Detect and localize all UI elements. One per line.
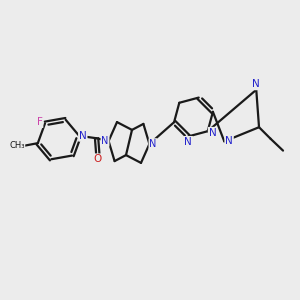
Text: CH₃: CH₃ — [9, 141, 25, 150]
Text: N: N — [101, 136, 109, 146]
Text: O: O — [94, 154, 102, 164]
Text: F: F — [37, 117, 43, 127]
Text: N: N — [149, 139, 157, 149]
Text: N: N — [79, 131, 87, 141]
Text: N: N — [252, 80, 260, 89]
Text: N: N — [208, 128, 216, 138]
Text: N: N — [184, 137, 192, 147]
Text: N: N — [225, 136, 233, 146]
